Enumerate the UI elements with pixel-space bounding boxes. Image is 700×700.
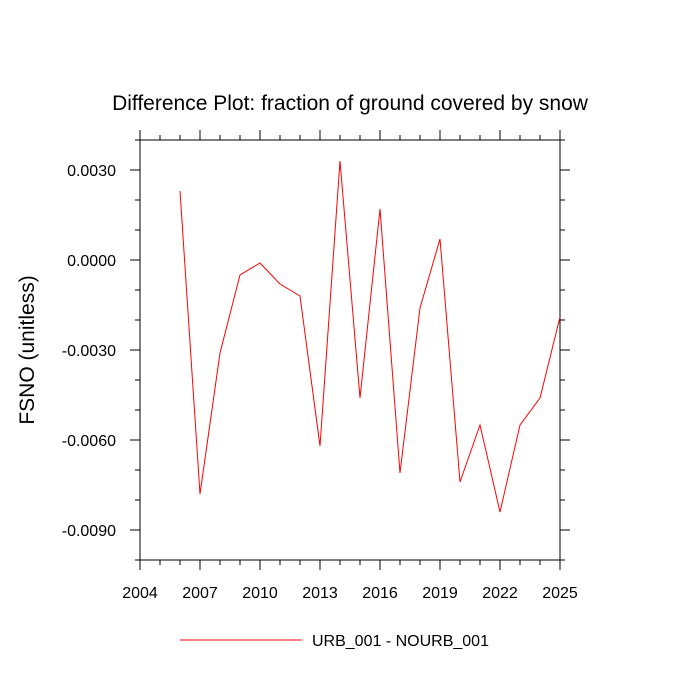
x-tick-label: 2010 <box>242 585 278 602</box>
y-axis-label: FSNO (unitless) <box>16 275 39 424</box>
legend: URB_001 - NOURB_001 <box>180 633 489 650</box>
x-tick-label: 2025 <box>542 585 578 602</box>
y-tick-label: -0.0060 <box>62 433 116 450</box>
y-tick-label: 0.0030 <box>67 163 116 180</box>
legend-label: URB_001 - NOURB_001 <box>312 633 489 650</box>
ticks-layer: 2004 2007 2010 2013 2016 2019 2022 2025 0.0030 0.… <box>62 130 578 602</box>
x-tick-label: 2016 <box>362 585 398 602</box>
x-tick-label: 2022 <box>482 585 518 602</box>
series-line <box>179 160 561 513</box>
y-tick-label: -0.0090 <box>62 523 116 540</box>
y-tick-label: -0.0030 <box>62 343 116 360</box>
x-tick-label: 2019 <box>422 585 458 602</box>
chart-title: Difference Plot: fraction of ground cove… <box>112 92 589 115</box>
x-tick-label: 2004 <box>122 585 158 602</box>
x-tick-label: 2007 <box>182 585 218 602</box>
x-tick-label: 2013 <box>302 585 338 602</box>
y-tick-label: 0.0000 <box>67 253 116 270</box>
series-layer <box>179 160 561 513</box>
